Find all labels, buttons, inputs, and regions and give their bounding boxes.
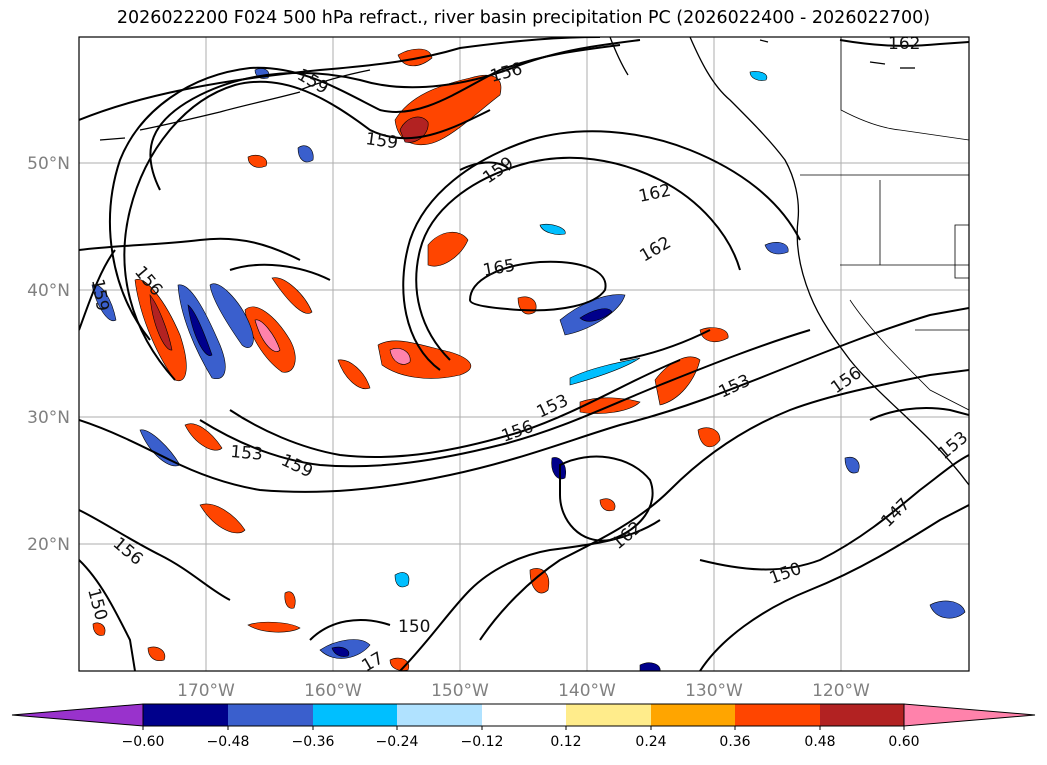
negative-anomaly-region (844, 457, 860, 474)
colorbar-tick-label: 0.24 (635, 734, 666, 750)
negative-anomaly-region (929, 600, 966, 619)
latitude-labels: 50°N 40°N 30°N 20°N (27, 154, 70, 555)
colorbar-tick-label: 0.48 (804, 734, 835, 750)
colorbar-tick-label: −0.48 (207, 734, 250, 750)
positive-anomaly-region (599, 498, 616, 512)
lat-label: 30°N (27, 408, 70, 428)
colorbar-segment (651, 704, 735, 726)
colorbar-tick-label: 0.36 (719, 734, 750, 750)
positive-anomaly-region (149, 294, 173, 351)
colorbar-tick-label: −0.36 (292, 734, 335, 750)
negative-anomaly-region (297, 145, 314, 163)
lon-label: 170°W (177, 681, 235, 701)
negative-anomaly-region (91, 284, 117, 322)
lon-label: 120°W (812, 681, 870, 701)
lon-label: 130°W (685, 681, 743, 701)
colorbar-extend-low (11, 703, 144, 727)
contour-label: 162 (888, 34, 920, 54)
colorbar-segment (397, 704, 482, 726)
positive-anomaly-region (529, 568, 550, 594)
contour-label: 150 (398, 617, 430, 637)
negative-anomaly-region (209, 283, 254, 348)
negative-anomaly-region (551, 457, 566, 480)
positive-anomaly-region (337, 359, 371, 390)
positive-anomaly-region (397, 48, 433, 67)
political-boundaries (800, 37, 969, 411)
colorbar-segment (143, 704, 228, 726)
coastlines (99, 37, 969, 486)
colorbar-segment (228, 704, 313, 726)
negative-anomaly-region (569, 357, 641, 386)
map-frame (78, 36, 970, 672)
positive-anomaly-region (427, 232, 469, 267)
lat-label: 20°N (27, 535, 70, 555)
colorbar-tick-label: 0.12 (550, 734, 581, 750)
positive-anomaly-region (147, 646, 166, 661)
map-title: 2026022200 F024 500 hPa refract., river … (116, 8, 931, 28)
lon-label: 140°W (558, 681, 616, 701)
negative-anomaly-region (764, 242, 789, 255)
negative-anomaly-region (579, 308, 613, 322)
colorbar-segment (566, 704, 651, 726)
positive-anomaly-region (389, 348, 411, 365)
negative-anomaly-region (331, 646, 350, 657)
colorbar: −0.60 −0.48 −0.36 −0.24 −0.12 0.12 0.24 … (11, 703, 1036, 750)
contour-label: 159 (364, 129, 399, 153)
geopotential-contours (79, 37, 969, 671)
contour-label: 153 (230, 442, 264, 465)
positive-anomaly-region (254, 319, 281, 352)
colorbar-tick-label: 0.60 (888, 734, 919, 750)
negative-anomaly-region (394, 572, 410, 588)
precipitation-anomaly-shading (91, 48, 966, 671)
positive-anomaly-region (92, 622, 106, 636)
colorbar-extend-high (903, 703, 1036, 727)
lat-label: 40°N (27, 281, 70, 301)
colorbar-segment (313, 704, 397, 726)
colorbar-tick-label: −0.12 (461, 734, 504, 750)
positive-anomaly-region (247, 621, 301, 633)
positive-anomaly-region (271, 277, 313, 314)
positive-anomaly-region (697, 427, 721, 448)
lat-label: 50°N (27, 154, 70, 174)
positive-anomaly-region (284, 591, 296, 609)
negative-anomaly-region (187, 304, 213, 356)
colorbar-tick-label: −0.24 (376, 734, 419, 750)
lon-label: 150°W (431, 681, 489, 701)
colorbar-segment (735, 704, 820, 726)
negative-anomaly-region (539, 223, 566, 235)
lon-label: 160°W (304, 681, 362, 701)
negative-anomaly-region (639, 662, 661, 671)
negative-anomaly-region (749, 71, 768, 81)
positive-anomaly-region (247, 154, 268, 168)
positive-anomaly-region (184, 423, 223, 451)
colorbar-segment (482, 704, 566, 726)
contour-label: 17 (359, 648, 388, 676)
colorbar-segment (820, 704, 904, 726)
colorbar-tick-label: −0.60 (122, 734, 165, 750)
positive-anomaly-region (199, 503, 246, 534)
longitude-labels: 170°W 160°W 150°W 140°W 130°W 120°W (177, 681, 870, 701)
